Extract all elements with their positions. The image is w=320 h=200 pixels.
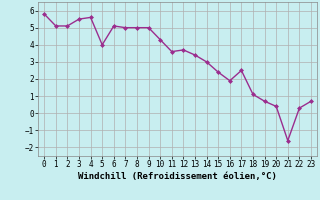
- X-axis label: Windchill (Refroidissement éolien,°C): Windchill (Refroidissement éolien,°C): [78, 172, 277, 181]
